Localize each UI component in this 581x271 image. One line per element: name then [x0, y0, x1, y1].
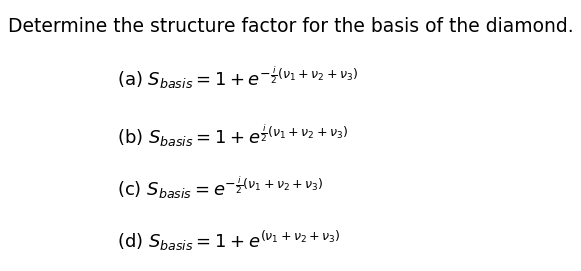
Text: Determine the structure factor for the basis of the diamond.: Determine the structure factor for the b… [8, 17, 573, 36]
Text: (a) $S_\mathit{basis} = 1 + e^{-\frac{i}{2}(\nu_1+\nu_2+\nu_3)}$: (a) $S_\mathit{basis} = 1 + e^{-\frac{i}… [117, 64, 358, 91]
Text: (d) $S_\mathit{basis} = 1 + e^{(\nu_1+\nu_2+\nu_3)}$: (d) $S_\mathit{basis} = 1 + e^{(\nu_1+\n… [117, 228, 340, 253]
Text: (c) $S_\mathit{basis} = e^{-\frac{i}{2}(\nu_1+\nu_2+\nu_3)}$: (c) $S_\mathit{basis} = e^{-\frac{i}{2}(… [117, 175, 323, 201]
Text: (b) $S_\mathit{basis} = 1 + e^{\frac{i}{2}(\nu_1+\nu_2+\nu_3)}$: (b) $S_\mathit{basis} = 1 + e^{\frac{i}{… [117, 122, 347, 149]
